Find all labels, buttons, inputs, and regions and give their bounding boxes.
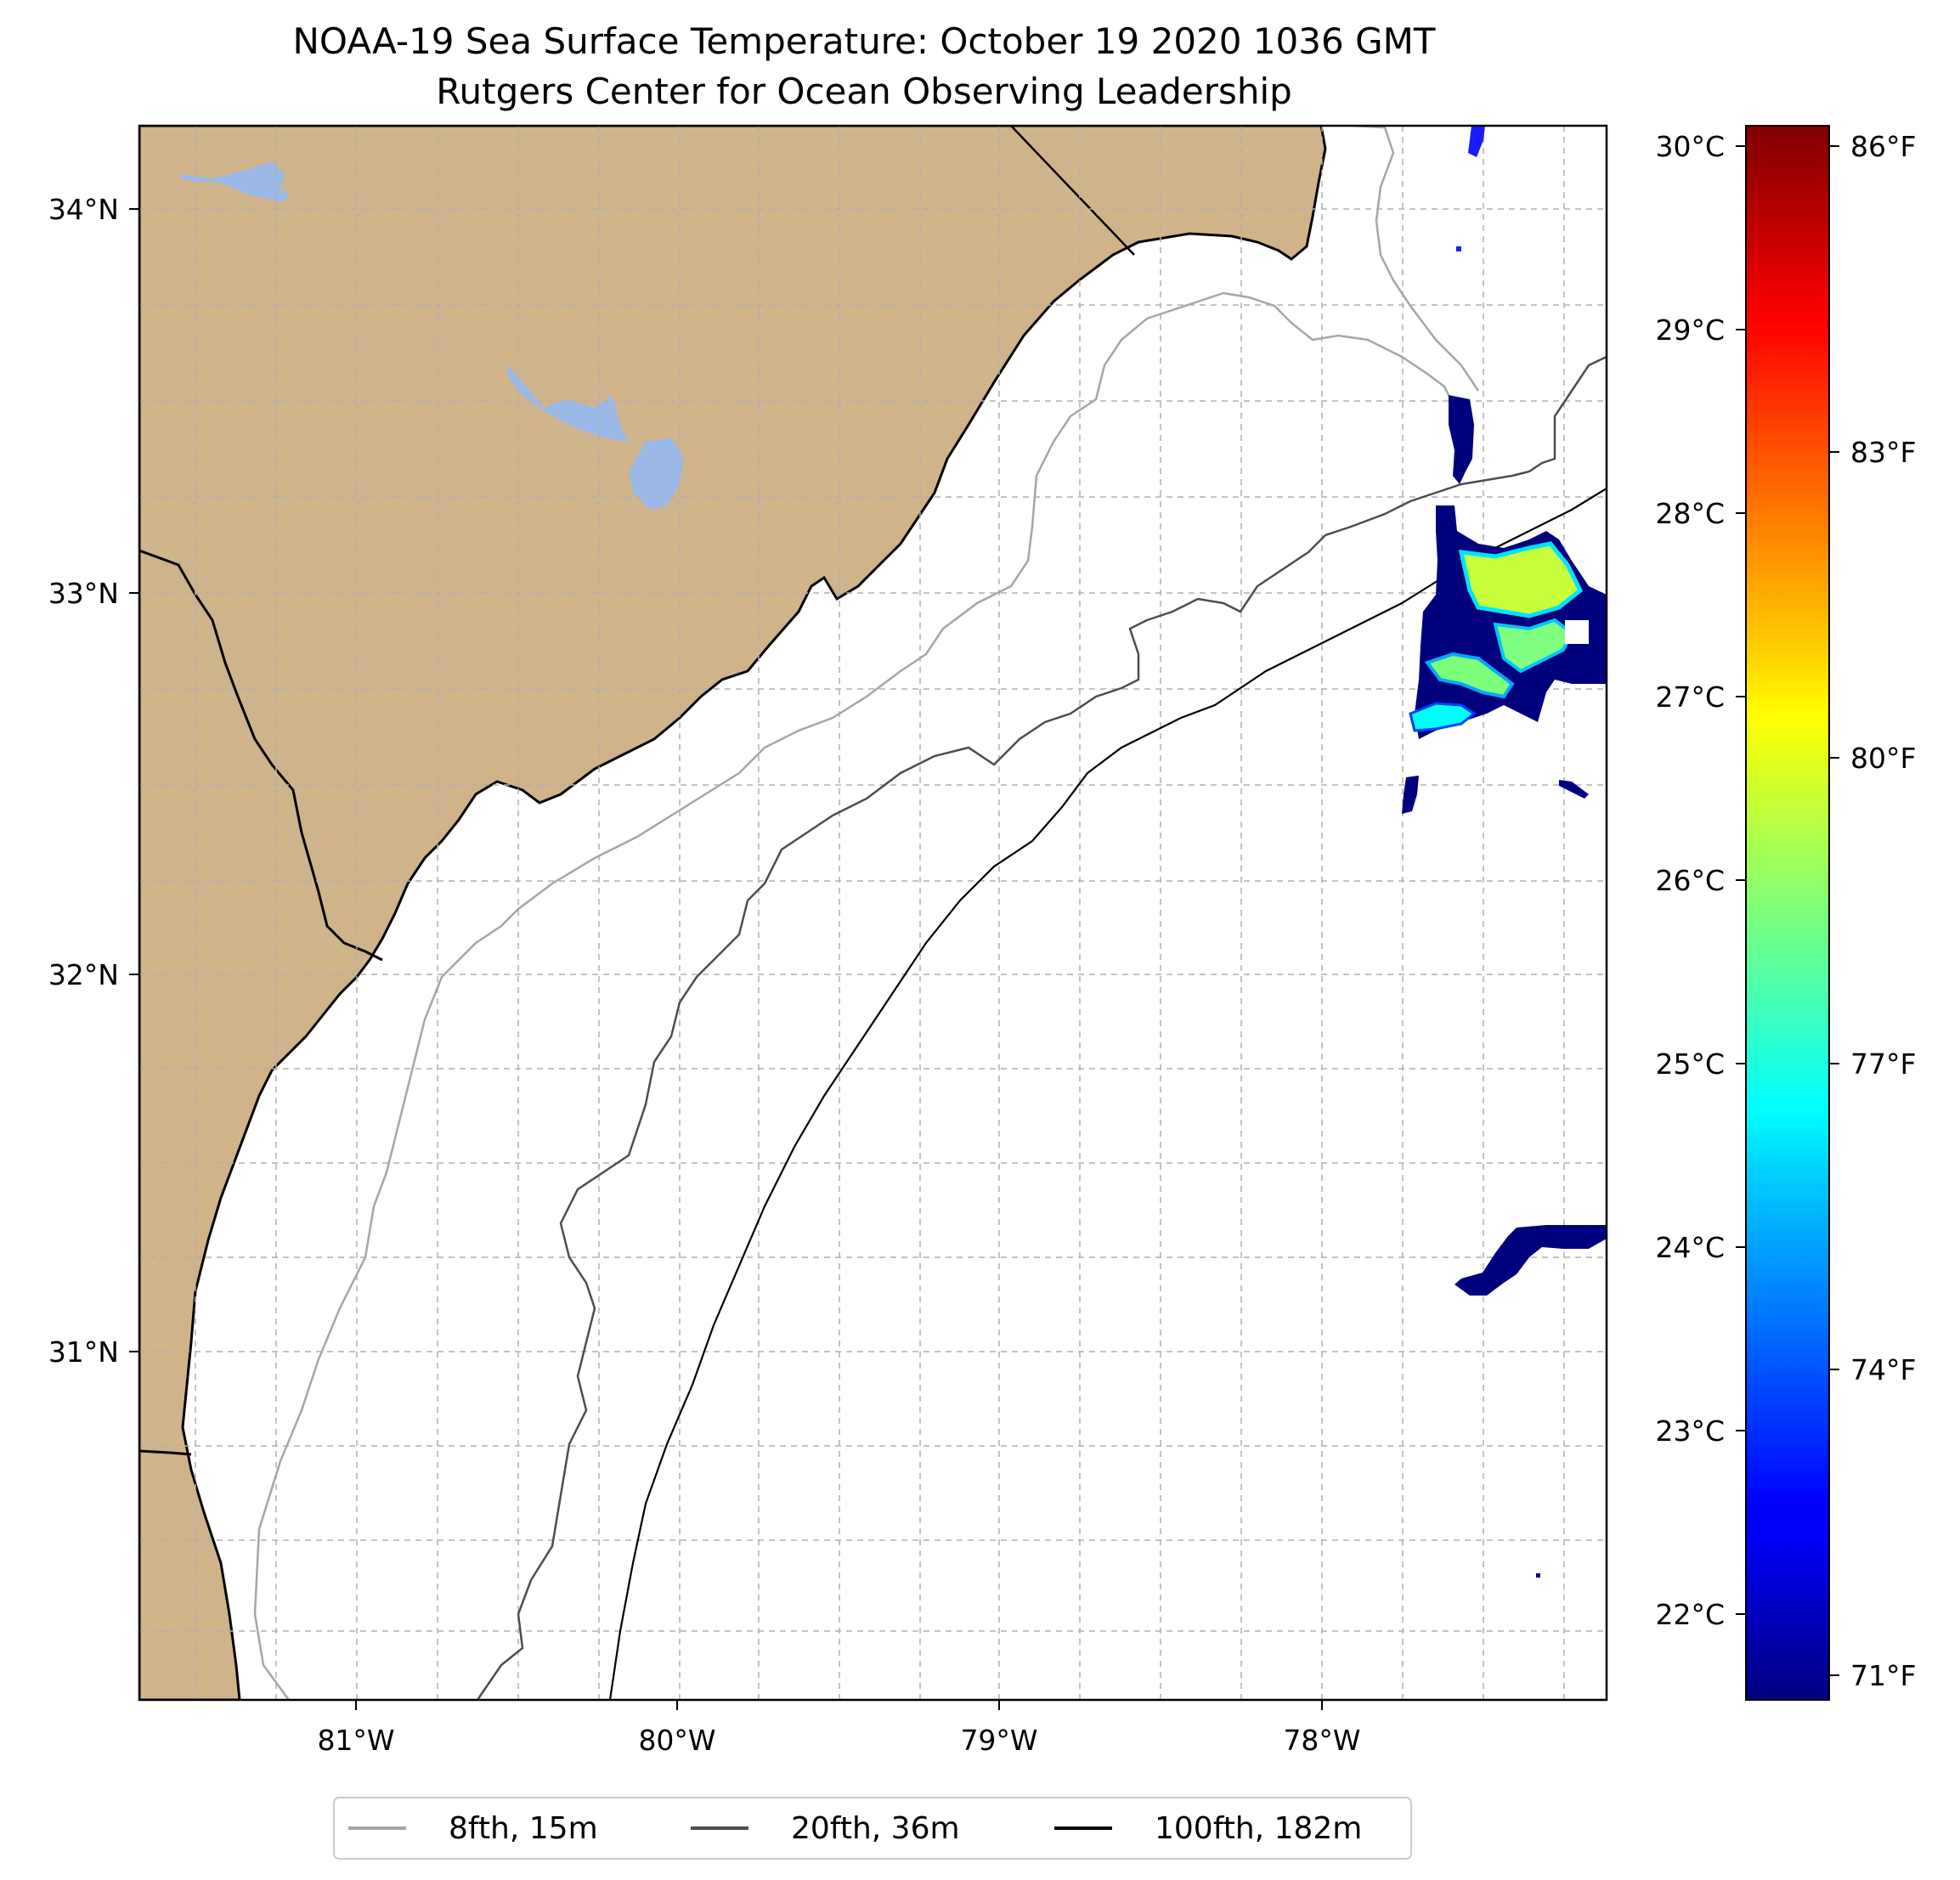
lat-label-31n: 31°N (48, 1335, 119, 1369)
map-ticks (129, 208, 1323, 1710)
colorbar-ticks-f (1829, 145, 1839, 1676)
map-subtitle: Rutgers Center for Ocean Observing Leade… (436, 71, 1292, 112)
sst-warm-swirl (1458, 541, 1584, 618)
colorbar-ticks-c (1736, 145, 1746, 1615)
sst-gap (1565, 620, 1589, 644)
colorbar: 30°C 29°C 28°C 27°C 26°C 25°C 24°C 23°C … (1655, 125, 1916, 1701)
map-panel (139, 126, 1607, 1700)
colorbar-label-24c: 24°C (1655, 1231, 1725, 1264)
isobath-20fth (476, 355, 1607, 1700)
colorbar-label-80f: 80°F (1850, 742, 1916, 775)
lon-label-81w: 81°W (317, 1724, 394, 1757)
sst-south-edge (1409, 702, 1477, 732)
map-title: NOAA-19 Sea Surface Temperature: October… (292, 20, 1435, 62)
lon-label-79w: 79°W (960, 1724, 1037, 1757)
colorbar-label-26c: 26°C (1655, 864, 1725, 897)
gridlines (139, 126, 1607, 1700)
sst-speck-2 (1456, 246, 1461, 251)
legend-label-100fth: 100fth, 182m (1155, 1811, 1362, 1846)
colorbar-label-27c: 27°C (1655, 680, 1725, 714)
colorbar-label-25c: 25°C (1655, 1047, 1725, 1081)
lake-marion (506, 364, 629, 442)
lake-northwest (178, 161, 289, 202)
colorbar-label-28c: 28°C (1655, 497, 1725, 530)
colorbar-label-83f: 83°F (1850, 436, 1916, 469)
sst-patch-mid (1402, 776, 1419, 814)
isobath-100fth (608, 488, 1607, 1700)
sst-patch-mid-right (1559, 780, 1589, 799)
colorbar-label-22c: 22°C (1655, 1598, 1725, 1631)
lat-label-32n: 32°N (48, 958, 119, 991)
lat-label-34n: 34°N (48, 193, 119, 226)
sst-patch-north (1449, 395, 1474, 484)
legend: 8fth, 15m 20fth, 36m 100fth, 182m (333, 1797, 1412, 1860)
colorbar-label-77f: 77°F (1850, 1047, 1916, 1081)
isobath-8fth (253, 126, 1480, 1700)
lake-moultrie (629, 438, 684, 510)
legend-label-8fth: 8fth, 15m (449, 1811, 598, 1846)
sst-patch-north-small (1468, 126, 1485, 157)
land-area (139, 126, 1327, 1700)
state-border-south (139, 549, 383, 962)
sst-cyan-band (1424, 652, 1515, 699)
legend-label-20fth: 20fth, 36m (791, 1811, 960, 1846)
sst-data (1402, 126, 1607, 1578)
legend-box (333, 1797, 1412, 1860)
colorbar-label-71f: 71°F (1850, 1659, 1916, 1692)
map-frame (138, 124, 1608, 1702)
lon-label-80w: 80°W (638, 1724, 715, 1757)
colorbar-label-23c: 23°C (1655, 1414, 1725, 1448)
state-border (1010, 126, 1135, 256)
colorbar-label-29c: 29°C (1655, 313, 1725, 347)
colorbar-label-74f: 74°F (1850, 1353, 1916, 1386)
sst-warm-band (1493, 618, 1574, 674)
lat-label-33n: 33°N (48, 577, 119, 610)
colorbar-label-86f: 86°F (1850, 130, 1916, 163)
sst-patch-south (1454, 1225, 1607, 1296)
state-border-fl (139, 1449, 192, 1456)
sst-speck (1536, 1573, 1540, 1578)
colorbar-label-30c: 30°C (1655, 130, 1725, 163)
lon-label-78w: 78°W (1283, 1724, 1360, 1757)
colorbar-gradient (1745, 125, 1830, 1701)
